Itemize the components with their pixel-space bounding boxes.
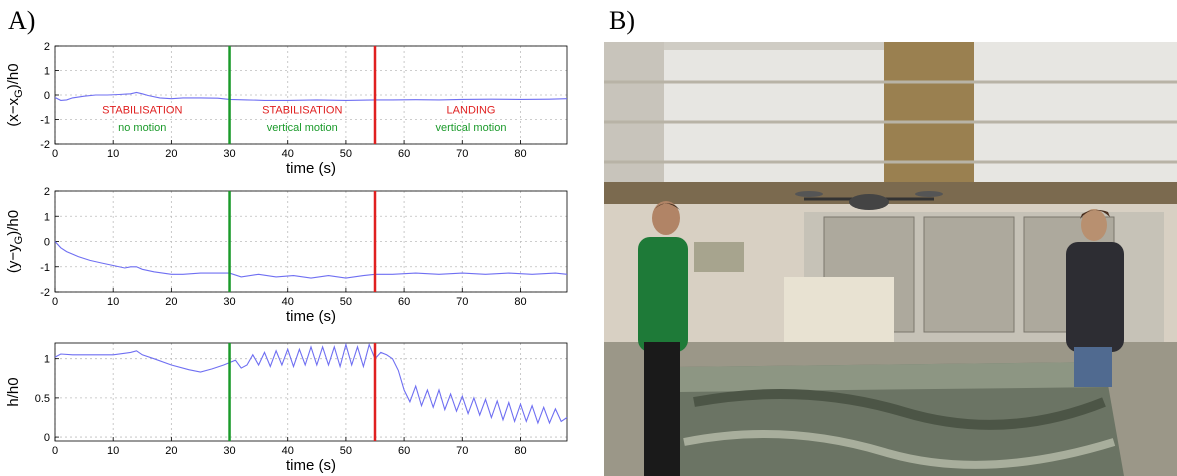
y-tick-label: 1: [44, 211, 50, 223]
y-tick-label: -2: [40, 287, 50, 299]
y-tick-label: 0.5: [35, 393, 50, 405]
x-tick-label: 50: [340, 445, 352, 457]
x-axis-label: time (s): [286, 308, 336, 325]
x-tick-label: 40: [282, 148, 294, 160]
series-line: [54, 91, 568, 101]
phase-annotation: LANDING: [447, 105, 496, 117]
x-tick-label: 30: [223, 296, 235, 308]
x-tick-label: 10: [107, 445, 119, 457]
x-axis-label: time (s): [286, 160, 336, 177]
plot-area: [55, 343, 567, 441]
x-tick-label: 60: [398, 148, 410, 160]
phase-annotation: STABILISATION: [102, 105, 182, 117]
y-tick-label: -1: [40, 115, 50, 127]
x-tick-label: 30: [223, 445, 235, 457]
y-tick-label: 2: [44, 186, 50, 198]
x-tick-label: 20: [165, 296, 177, 308]
plot-frame: [54, 342, 568, 442]
panel-a-label: A): [8, 6, 36, 35]
phase-annotation: STABILISATION: [262, 105, 342, 117]
y-tick-label: -2: [40, 139, 50, 151]
photo-quadrotor-hall-icon: [604, 42, 1177, 476]
y-axis-label: h/h0: [5, 377, 22, 406]
x-tick-label: 60: [398, 296, 410, 308]
y-axis-label: (y−yG)/h0: [5, 210, 25, 273]
phase-annotation: vertical motion: [436, 122, 507, 134]
x-tick-label: 40: [282, 445, 294, 457]
x-tick-label: 0: [52, 148, 58, 160]
y-axis-label: (x−xG)/h0: [5, 63, 25, 126]
x-tick-label: 40: [282, 296, 294, 308]
x-tick-label: 20: [165, 445, 177, 457]
x-tick-label: 10: [107, 296, 119, 308]
x-tick-label: 50: [340, 296, 352, 308]
series-line: [54, 342, 568, 425]
photo-quadrotor-hall: [604, 42, 1177, 476]
x-tick-label: 80: [514, 296, 526, 308]
line-charts: 0 10 20 30 40 50 60 70 80-2-1012STABILISATIONno …: [5, 41, 568, 474]
y-tick-label: -1: [40, 262, 50, 274]
x-tick-label: 80: [514, 148, 526, 160]
panel-b-label: B): [609, 6, 635, 35]
x-tick-label: 0: [52, 296, 58, 308]
x-tick-label: 70: [456, 296, 468, 308]
x-tick-label: 10: [107, 148, 119, 160]
y-tick-label: 0: [44, 90, 50, 102]
phase-annotation: vertical motion: [267, 122, 338, 134]
x-tick-label: 70: [456, 148, 468, 160]
x-tick-label: 80: [514, 445, 526, 457]
y-tick-label: 0: [44, 237, 50, 249]
y-tick-label: 0: [44, 432, 50, 444]
plot-frame: [54, 45, 568, 145]
series-line: [54, 241, 568, 279]
x-tick-label: 20: [165, 148, 177, 160]
x-tick-label: 50: [340, 148, 352, 160]
y-tick-label: 1: [44, 66, 50, 78]
x-tick-label: 30: [223, 148, 235, 160]
x-axis-label: time (s): [286, 457, 336, 474]
x-tick-label: 60: [398, 445, 410, 457]
x-tick-label: 70: [456, 445, 468, 457]
x-tick-label: 0: [52, 445, 58, 457]
y-tick-label: 1: [44, 354, 50, 366]
y-tick-label: 2: [44, 41, 50, 53]
phase-annotation: no motion: [118, 122, 166, 134]
